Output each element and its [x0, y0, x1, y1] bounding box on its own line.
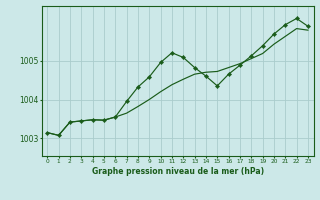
X-axis label: Graphe pression niveau de la mer (hPa): Graphe pression niveau de la mer (hPa)	[92, 167, 264, 176]
